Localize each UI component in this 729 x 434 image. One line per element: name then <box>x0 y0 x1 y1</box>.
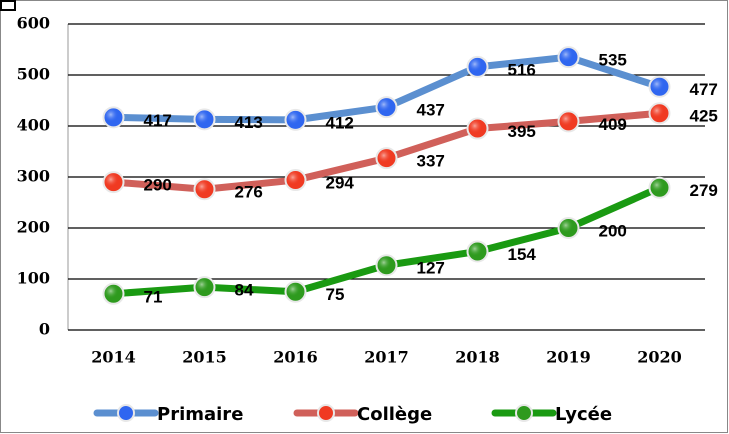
data-label: 279 <box>690 181 718 200</box>
point-shine <box>286 171 305 190</box>
point-shine <box>650 104 669 123</box>
data-label: 413 <box>235 113 263 132</box>
data-label: 337 <box>417 152 445 171</box>
point-shine <box>559 219 578 237</box>
data-label: 154 <box>508 245 537 264</box>
legend-marker <box>515 404 533 422</box>
y-tick-label: 400 <box>17 116 50 135</box>
point-shine <box>286 110 305 129</box>
point-shine <box>559 48 578 67</box>
point-shine <box>377 256 396 275</box>
data-label: 417 <box>144 111 172 130</box>
y-tick-label: 200 <box>17 218 50 237</box>
y-tick-label: 600 <box>17 14 50 33</box>
y-tick-label: 100 <box>17 269 50 288</box>
point-shine <box>559 112 578 131</box>
data-label: 290 <box>144 176 172 195</box>
data-label: 395 <box>508 122 536 141</box>
x-tick-label: 2017 <box>364 348 409 367</box>
data-label: 477 <box>690 80 718 99</box>
data-label: 84 <box>235 281 254 300</box>
legend-marker <box>117 404 135 422</box>
point-shine <box>468 57 487 76</box>
legend-label: Lycée <box>555 404 612 425</box>
x-tick-label: 2015 <box>182 348 227 367</box>
data-label: 276 <box>235 183 263 202</box>
data-label: 409 <box>599 115 627 134</box>
point-shine <box>195 180 214 199</box>
point-shine <box>650 77 669 96</box>
point-shine <box>104 284 123 303</box>
legend-marker <box>317 404 335 422</box>
point-shine <box>468 242 487 261</box>
point-shine <box>468 119 487 138</box>
x-tick-label: 2020 <box>637 348 682 367</box>
x-tick-label: 2018 <box>455 348 500 367</box>
y-tick-label: 500 <box>17 65 50 84</box>
point-shine <box>377 98 396 117</box>
point-shine <box>650 178 669 197</box>
data-label: 75 <box>326 285 345 304</box>
data-label: 294 <box>326 174 355 193</box>
point-shine <box>195 278 214 297</box>
data-label: 200 <box>599 221 627 240</box>
corner-box <box>0 0 16 11</box>
series-line <box>110 184 663 298</box>
data-label: 71 <box>144 287 163 306</box>
point-shine <box>377 149 396 168</box>
x-tick-label: 2019 <box>546 348 591 367</box>
legend-label: Primaire <box>157 404 243 425</box>
data-label: 437 <box>417 101 445 120</box>
point-shine <box>104 108 123 127</box>
legend-label: Collège <box>357 404 432 425</box>
point-shine <box>286 282 305 301</box>
data-label: 412 <box>326 113 354 132</box>
data-label: 516 <box>508 60 536 79</box>
x-tick-label: 2016 <box>273 348 318 367</box>
y-tick-label: 300 <box>17 167 50 186</box>
point-shine <box>104 173 123 192</box>
y-tick-label: 0 <box>39 320 50 339</box>
data-label: 127 <box>417 259 445 278</box>
data-label: 425 <box>690 107 718 126</box>
x-tick-label: 2014 <box>91 348 136 367</box>
point-shine <box>195 110 214 129</box>
data-label: 535 <box>599 51 627 70</box>
